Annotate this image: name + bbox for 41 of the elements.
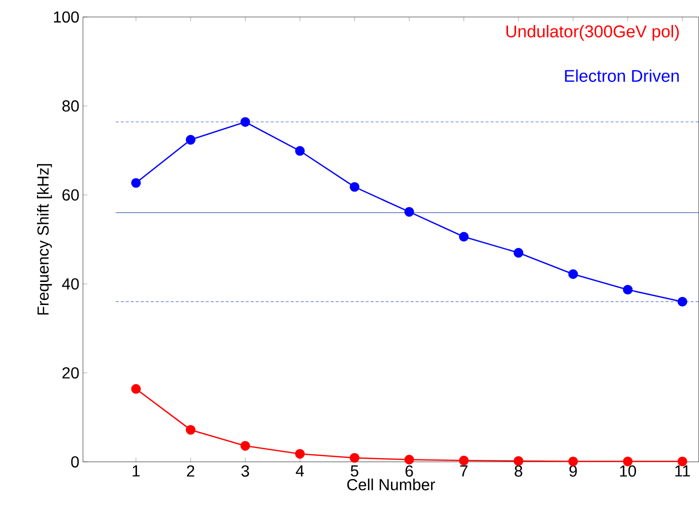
point — [350, 182, 360, 192]
point — [295, 449, 305, 459]
point — [350, 453, 360, 463]
x-tick-label: 3 — [241, 465, 250, 477]
y-tick-label: 40 — [62, 278, 79, 290]
point — [514, 456, 524, 466]
y-tick-label: 100 — [54, 11, 79, 23]
point — [568, 456, 578, 466]
point — [240, 441, 250, 451]
text: Undulator(300GeV pol) — [506, 25, 679, 41]
x-tick-label: 5 — [350, 465, 358, 477]
point — [131, 178, 141, 188]
point — [240, 117, 250, 127]
point — [404, 454, 414, 465]
point — [678, 296, 688, 307]
x-tick-label: 9 — [569, 465, 577, 477]
y-tick-label: 60 — [62, 189, 79, 201]
x-tick-label: 2 — [186, 465, 194, 477]
point — [458, 232, 469, 242]
x-tick-label: 4 — [296, 465, 304, 476]
x-tick-label: 7 — [460, 465, 468, 476]
y-tick-label: 80 — [62, 100, 79, 112]
point — [295, 146, 305, 156]
point — [514, 248, 524, 258]
point — [131, 384, 141, 394]
point — [404, 207, 414, 217]
x-tick-label: 1 — [132, 465, 140, 476]
y-tick-label: 20 — [62, 367, 79, 379]
point — [458, 456, 469, 466]
x-tick-label: 8 — [514, 465, 522, 477]
y-tick-label: 0 — [71, 456, 79, 468]
x-tick-label: 6 — [406, 465, 413, 477]
point — [622, 284, 633, 295]
point — [186, 425, 196, 435]
x-tick-label: 10 — [620, 465, 636, 477]
point — [568, 269, 578, 280]
x-tick-label: 11 — [675, 465, 690, 476]
point — [186, 135, 196, 145]
text: Electron Driven — [565, 70, 679, 82]
y-axis-title: Frequency Shift [kHz] — [36, 164, 52, 315]
x-axis-title: Cell Number — [347, 478, 436, 490]
